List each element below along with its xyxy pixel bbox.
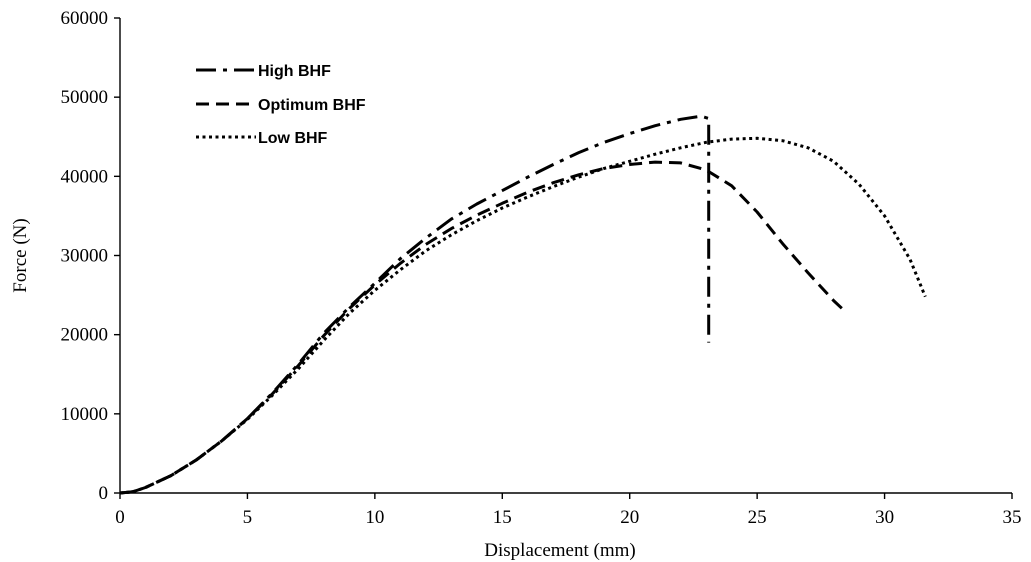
series-line-high-bhf bbox=[119, 114, 711, 495]
legend-label-low-bhf: Low BHF bbox=[258, 130, 328, 147]
y-tick-label: 20000 bbox=[61, 325, 109, 346]
y-tick-label: 40000 bbox=[61, 166, 109, 187]
x-tick-label: 15 bbox=[493, 507, 512, 528]
y-axis-ticks: 0 10000 20000 30000 40000 50000 60000 bbox=[61, 8, 120, 504]
y-tick-label: 60000 bbox=[61, 8, 109, 29]
x-tick-label: 5 bbox=[243, 507, 253, 528]
legend-label-optimum-bhf: Optimum BHF bbox=[258, 97, 366, 114]
y-tick-label: 30000 bbox=[61, 246, 109, 267]
x-tick-label: 25 bbox=[748, 507, 767, 528]
x-tick-label: 30 bbox=[875, 507, 894, 528]
x-tick-label: 20 bbox=[620, 507, 639, 528]
y-tick-label: 50000 bbox=[61, 87, 109, 108]
x-tick-label: 0 bbox=[115, 507, 125, 528]
x-axis-ticks: 0 5 10 15 20 25 30 35 bbox=[115, 493, 1022, 528]
x-tick-label: 35 bbox=[1003, 507, 1022, 528]
series-line-optimum-bhf bbox=[119, 160, 848, 495]
x-tick-label: 10 bbox=[365, 507, 384, 528]
legend: High BHF Optimum BHF Low BHF bbox=[196, 63, 366, 147]
series-layer bbox=[119, 114, 927, 495]
y-axis-title: Force (N) bbox=[10, 218, 31, 292]
y-tick-label: 0 bbox=[99, 483, 109, 504]
y-tick-label: 10000 bbox=[61, 404, 109, 425]
series-line-low-bhf bbox=[119, 136, 927, 495]
legend-label-high-bhf: High BHF bbox=[258, 63, 331, 80]
x-axis-title: Displacement (mm) bbox=[484, 540, 635, 561]
